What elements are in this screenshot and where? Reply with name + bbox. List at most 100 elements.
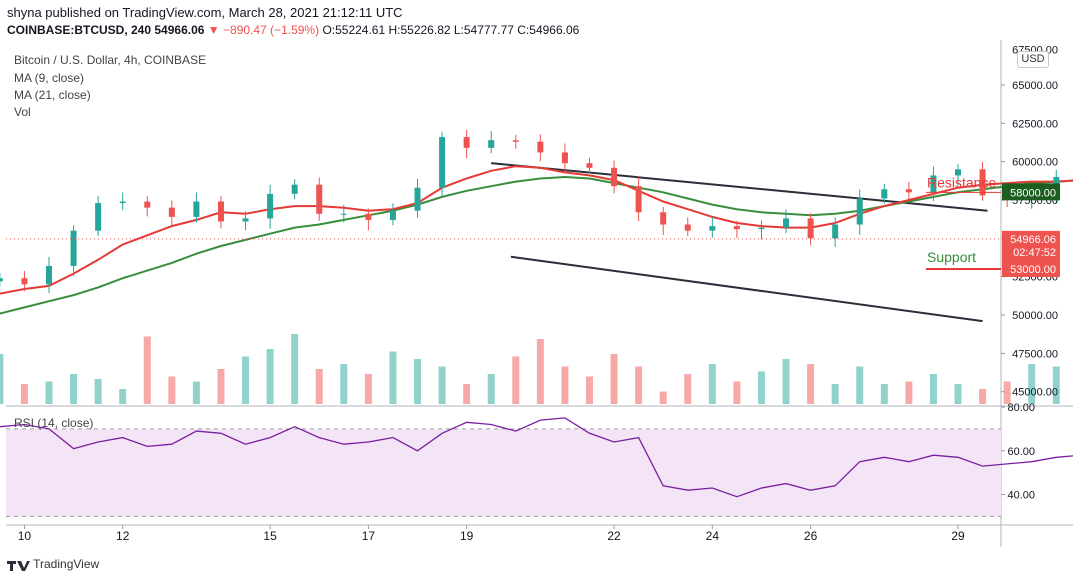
- volume-bar: [536, 339, 544, 404]
- volume-bar: [217, 369, 225, 404]
- time-tick-label: 17: [362, 529, 376, 543]
- candle-body: [0, 278, 3, 282]
- last-price: 54966.06: [154, 23, 205, 37]
- candle-body: [242, 218, 249, 222]
- candle-body: [660, 212, 667, 225]
- candles: [0, 129, 1060, 294]
- candle-body: [340, 213, 347, 215]
- time-tick-label: 12: [116, 529, 130, 543]
- candle-body: [561, 152, 568, 164]
- rsi-line: [0, 417, 1073, 498]
- rsi-tick-label: 40.00: [1007, 490, 1035, 502]
- countdown-label: 02:47:52: [1013, 247, 1056, 259]
- vol-legend: Vol: [14, 105, 31, 119]
- volume-bar: [905, 381, 913, 404]
- candle-body: [783, 218, 790, 228]
- candle-body: [733, 226, 740, 230]
- volume-bars: [0, 334, 1060, 404]
- volume-bar: [438, 366, 446, 404]
- volume-bar: [733, 381, 741, 404]
- volume-bar: [1028, 364, 1036, 404]
- volume-bar: [340, 364, 348, 404]
- support-tag: [1002, 260, 1060, 278]
- currency-button[interactable]: USD: [1017, 51, 1049, 68]
- volume-bar: [954, 384, 962, 404]
- tradingview-logo-icon: [7, 560, 30, 571]
- tradingview-brand-label: TradingView: [33, 557, 100, 571]
- time-tick-label: 29: [951, 529, 965, 543]
- rsi-tick-label: 60.00: [1007, 446, 1035, 458]
- volume-bar: [610, 354, 618, 404]
- resistance-value: 58000.00: [1010, 187, 1056, 199]
- candle-body: [635, 186, 642, 213]
- time-tick-label: 19: [460, 529, 474, 543]
- volume-bar: [684, 374, 692, 404]
- time-tick-label: 24: [706, 529, 720, 543]
- volume-bar: [880, 384, 888, 404]
- rsi-band: [6, 428, 1001, 517]
- volume-bar: [45, 381, 53, 404]
- candle-body: [217, 201, 224, 222]
- volume-bar: [831, 384, 839, 404]
- volume-bar: [266, 349, 274, 404]
- candle-body: [144, 201, 151, 208]
- candle-body: [45, 265, 52, 285]
- candle-body: [684, 224, 691, 231]
- tradingview-branding[interactable]: TradingView: [6, 557, 99, 572]
- volume-bar: [242, 356, 250, 404]
- volume-bar: [487, 374, 495, 404]
- candle-body: [267, 193, 274, 219]
- channel-lines: [491, 162, 988, 323]
- ohlc-values: O:55224.61 H:55226.82 L:54777.77 C:54966…: [322, 23, 580, 37]
- price-tick-label: 60000.00: [1012, 157, 1058, 169]
- candle-body: [856, 198, 863, 225]
- candle-body: [611, 167, 618, 187]
- support-value: 53000.00: [1010, 264, 1056, 276]
- price-tick-label: 62500.00: [1012, 118, 1058, 130]
- candle-body: [316, 184, 323, 214]
- ma9-line: [0, 165, 1073, 295]
- volume-bar: [168, 376, 176, 404]
- volume-bar: [856, 366, 864, 404]
- moving-averages: [0, 165, 1073, 315]
- volume-bar: [757, 371, 765, 404]
- time-tick-label: 22: [607, 529, 621, 543]
- chart-title: Bitcoin / U.S. Dollar, 4h, COINBASE: [14, 53, 207, 67]
- volume-bar: [1003, 381, 1011, 404]
- last-price-tag-value: 54966.06: [1010, 234, 1056, 246]
- ma21-line: [0, 175, 1073, 315]
- channel-lower-line: [510, 255, 983, 323]
- symbol-label: COINBASE:BTCUSD, 240: [7, 23, 152, 37]
- price-tick-label: 50000.00: [1012, 310, 1058, 322]
- rsi-legend: RSI (14, close): [14, 416, 94, 430]
- volume-bar: [979, 389, 987, 404]
- price-tick-label: 47500.00: [1012, 348, 1058, 360]
- volume-bar: [1052, 366, 1060, 404]
- candle-body: [119, 201, 126, 204]
- volume-bar: [364, 374, 372, 404]
- symbol-quote-line: COINBASE:BTCUSD, 240 54966.06 ▼ −890.47 …: [7, 23, 579, 37]
- volume-bar: [512, 356, 520, 404]
- last-price-tag: [1002, 230, 1060, 261]
- volume-bar: [192, 381, 200, 404]
- time-tick-label: 26: [804, 529, 818, 543]
- candle-body: [291, 184, 298, 194]
- rsi-pane: 40.00 60.00 80.00: [0, 402, 1073, 517]
- candle-body: [709, 226, 716, 231]
- resistance-label: Resistance: [927, 174, 996, 190]
- volume-bar: [143, 336, 151, 404]
- volume-bar: [782, 359, 790, 404]
- candle-body: [905, 189, 912, 193]
- support-label: Support: [927, 249, 976, 265]
- volume-bar: [929, 374, 937, 404]
- ma21-legend: MA (21, close): [14, 88, 91, 102]
- candle-body: [439, 137, 446, 188]
- volume-bar: [119, 389, 127, 404]
- volume-bar: [659, 391, 667, 404]
- volume-bar: [635, 366, 643, 404]
- volume-bar: [708, 364, 716, 404]
- volume-bar: [561, 366, 569, 404]
- down-arrow-icon: ▼: [207, 23, 220, 37]
